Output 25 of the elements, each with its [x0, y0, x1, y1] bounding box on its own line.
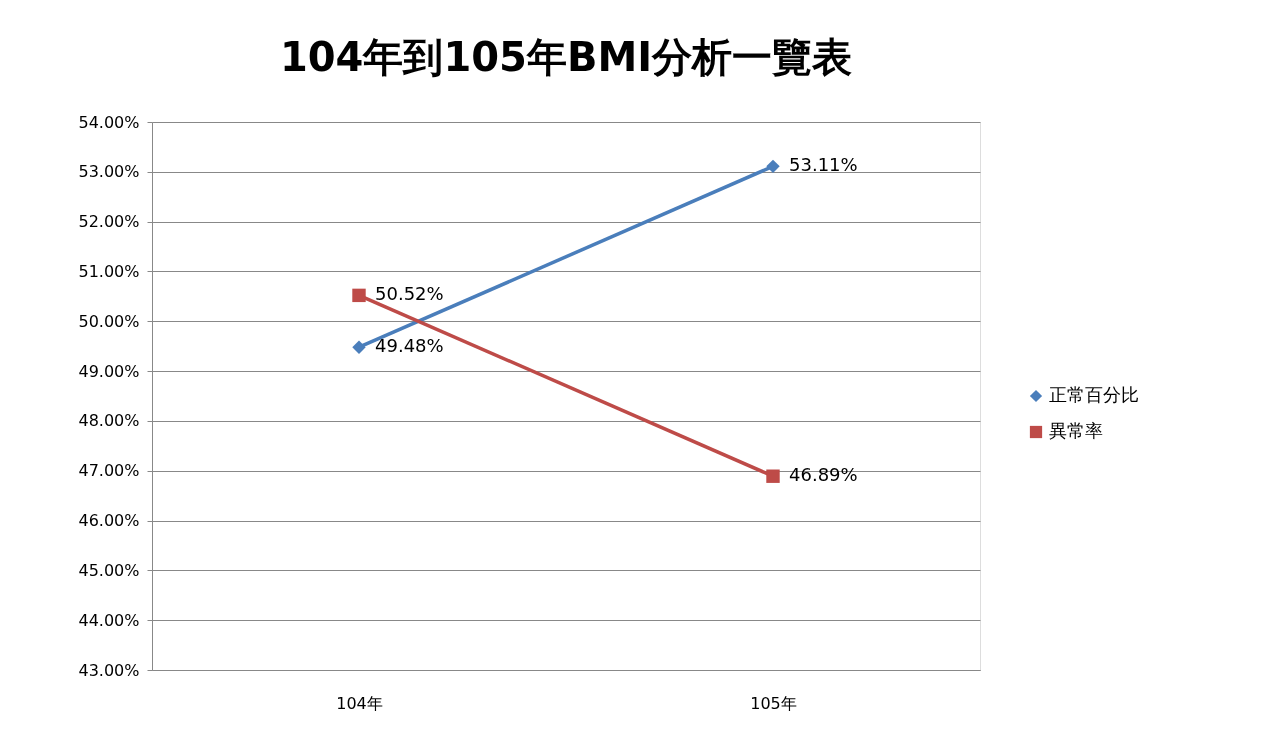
point [352, 288, 366, 303]
y-tick-label: 45.00% [78, 560, 140, 580]
y-tick-label: 47.00% [78, 461, 140, 481]
y-tick-label: 46.00% [78, 511, 140, 531]
legend-label: 正常百分比 [1049, 384, 1139, 405]
point [766, 469, 780, 483]
y-tick-label: 52.00% [78, 212, 140, 232]
y-tick-label: 53.00% [78, 162, 140, 182]
chart-title: 104年到105年BMI分析一覽表 [279, 34, 853, 80]
y-tick-label: 49.00% [78, 361, 140, 381]
y-tick-label: 48.00% [78, 411, 140, 431]
legend-label: 異常率 [1049, 420, 1103, 441]
y-tick-label: 44.00% [78, 610, 140, 630]
x-tick-label: 104年 [336, 693, 383, 713]
y-tick-label: 54.00% [78, 112, 140, 132]
data-label: 50.52% [375, 283, 444, 305]
data-label: 53.11% [789, 154, 858, 176]
y-tick-label: 51.00% [78, 261, 140, 281]
y-tick-label: 43.00% [78, 660, 140, 680]
x-tick-label: 105年 [750, 693, 797, 713]
point [352, 340, 366, 354]
point [766, 159, 780, 174]
data-label: 49.48% [375, 335, 444, 357]
data-label: 46.89% [789, 464, 858, 486]
y-tick-label: 50.00% [78, 311, 140, 331]
